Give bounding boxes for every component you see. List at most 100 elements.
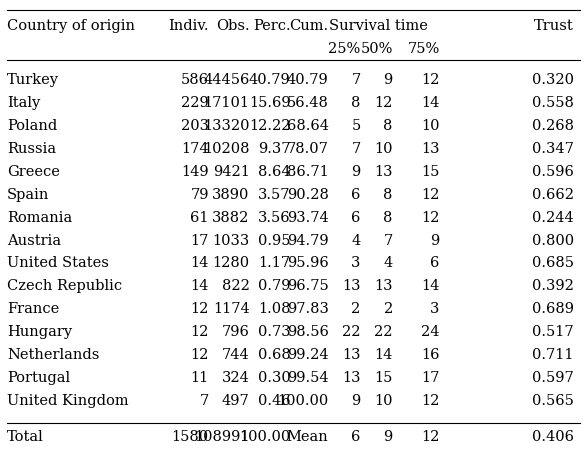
Text: 13: 13 [375,165,393,179]
Text: 12: 12 [190,324,209,338]
Text: 25%: 25% [329,41,360,55]
Text: 14: 14 [190,279,209,293]
Text: Austria: Austria [7,233,62,247]
Text: Mean: Mean [287,429,329,443]
Text: 93.74: 93.74 [287,210,329,224]
Text: Cum.: Cum. [289,19,329,33]
Text: 0.662: 0.662 [532,187,574,201]
Text: 0.73: 0.73 [258,324,291,338]
Text: 100.00: 100.00 [277,393,329,407]
Text: 17101: 17101 [204,96,249,110]
Text: 796: 796 [222,324,249,338]
Text: 14: 14 [375,347,393,361]
Text: 78.07: 78.07 [286,142,329,156]
Text: 96.75: 96.75 [287,279,329,293]
Text: 0.68: 0.68 [258,347,291,361]
Text: Spain: Spain [7,187,50,201]
Text: Russia: Russia [7,142,56,156]
Text: 2: 2 [352,302,360,316]
Text: 86.71: 86.71 [287,165,329,179]
Text: 0.558: 0.558 [532,96,574,110]
Text: 4: 4 [352,233,360,247]
Text: Turkey: Turkey [7,73,59,87]
Text: 744: 744 [222,347,249,361]
Text: 13: 13 [342,279,360,293]
Text: 44456: 44456 [203,73,249,87]
Text: United Kingdom: United Kingdom [7,393,129,407]
Text: 15.69: 15.69 [249,96,291,110]
Text: 7: 7 [383,233,393,247]
Text: 12: 12 [421,393,440,407]
Text: 100.00: 100.00 [239,429,291,443]
Text: 8: 8 [383,119,393,133]
Text: 9.37: 9.37 [258,142,291,156]
Text: 0.347: 0.347 [532,142,574,156]
Text: 12: 12 [375,96,393,110]
Text: 17: 17 [421,370,440,384]
Text: 3.57: 3.57 [258,187,291,201]
Text: 50%: 50% [360,41,393,55]
Text: 10208: 10208 [203,142,249,156]
Text: 9: 9 [352,393,360,407]
Text: 3: 3 [351,256,360,270]
Text: 6: 6 [430,256,440,270]
Text: 9421: 9421 [213,165,249,179]
Text: 14: 14 [421,96,440,110]
Text: 174: 174 [181,142,209,156]
Text: 15: 15 [421,165,440,179]
Text: 13: 13 [342,347,360,361]
Text: 11: 11 [191,370,209,384]
Text: 1033: 1033 [212,233,249,247]
Text: 9: 9 [383,73,393,87]
Text: Trust: Trust [534,19,574,33]
Text: Italy: Italy [7,96,41,110]
Text: 4: 4 [383,256,393,270]
Text: Obs.: Obs. [216,19,249,33]
Text: 12: 12 [421,210,440,224]
Text: 0.320: 0.320 [532,73,574,87]
Text: 12: 12 [421,187,440,201]
Text: Survival time: Survival time [329,19,428,33]
Text: Country of origin: Country of origin [7,19,135,33]
Text: 0.596: 0.596 [532,165,574,179]
Text: 7: 7 [352,142,360,156]
Text: 12: 12 [421,73,440,87]
Text: 22: 22 [375,324,393,338]
Text: 13320: 13320 [203,119,249,133]
Text: 14: 14 [421,279,440,293]
Text: 79: 79 [190,187,209,201]
Text: 203: 203 [181,119,209,133]
Text: 98.56: 98.56 [286,324,329,338]
Text: 1.17: 1.17 [258,256,291,270]
Text: 75%: 75% [407,41,440,55]
Text: 0.685: 0.685 [532,256,574,270]
Text: 7: 7 [200,393,209,407]
Text: 9: 9 [383,429,393,443]
Text: 15: 15 [375,370,393,384]
Text: 10: 10 [375,393,393,407]
Text: France: France [7,302,59,316]
Text: 6: 6 [351,187,360,201]
Text: 40.79: 40.79 [287,73,329,87]
Text: 95.96: 95.96 [287,256,329,270]
Text: 8.64: 8.64 [258,165,291,179]
Text: 0.95: 0.95 [258,233,291,247]
Text: 497: 497 [222,393,249,407]
Text: 1580: 1580 [171,429,209,443]
Text: 68.64: 68.64 [286,119,329,133]
Text: Hungary: Hungary [7,324,72,338]
Text: 0.565: 0.565 [532,393,574,407]
Text: 13: 13 [421,142,440,156]
Text: 12: 12 [190,347,209,361]
Text: 6: 6 [351,429,360,443]
Text: 6: 6 [351,210,360,224]
Text: Portugal: Portugal [7,370,70,384]
Text: 97.83: 97.83 [286,302,329,316]
Text: 16: 16 [421,347,440,361]
Text: Netherlands: Netherlands [7,347,100,361]
Text: 0.711: 0.711 [532,347,574,361]
Text: United States: United States [7,256,109,270]
Text: Indiv.: Indiv. [168,19,209,33]
Text: 12: 12 [190,302,209,316]
Text: 13: 13 [342,370,360,384]
